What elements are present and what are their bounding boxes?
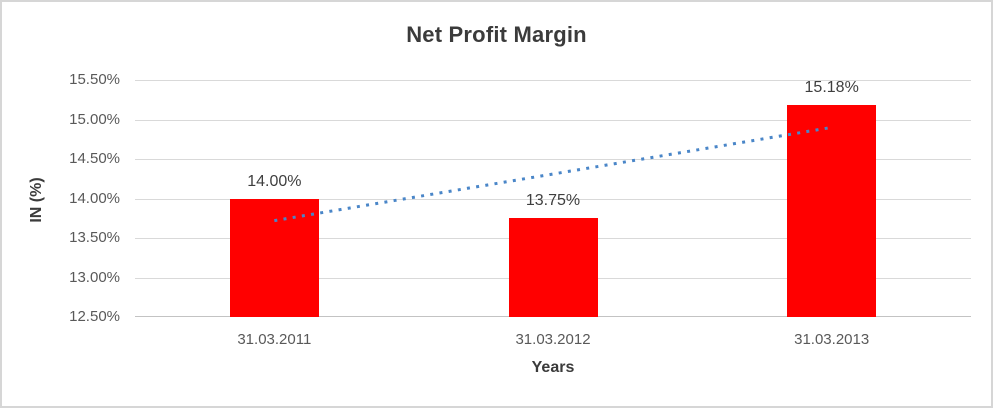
bar[interactable] <box>787 105 877 317</box>
y-tick-label: 14.50% <box>69 150 120 167</box>
y-tick-label: 15.50% <box>69 71 120 88</box>
bar[interactable] <box>229 198 319 317</box>
chart-title: Net Profit Margin <box>406 22 587 47</box>
bar[interactable] <box>508 218 598 317</box>
x-tick-label: 31.03.2011 <box>237 331 312 348</box>
gridline <box>135 158 971 160</box>
data-label: 15.18% <box>804 79 859 97</box>
y-tick-label: 13.00% <box>69 268 120 286</box>
data-label: 14.00% <box>247 172 302 190</box>
gridline <box>135 198 971 200</box>
x-tick-label: 31.03.2012 <box>515 331 591 348</box>
y-tick-label: 15.00% <box>69 110 120 128</box>
gridline <box>135 79 971 81</box>
y-tick-label: 13.50% <box>69 229 120 246</box>
trendline-path[interactable] <box>274 125 832 223</box>
plot-area: 14.00% 13.75% 15.18% <box>135 79 971 317</box>
x-axis-title: Years <box>531 359 575 376</box>
trendline[interactable] <box>135 80 971 317</box>
gridline <box>135 119 971 121</box>
data-label: 13.75% <box>525 192 581 210</box>
y-tick-label: 14.00% <box>69 189 120 207</box>
x-tick-label: 31.03.2013 <box>794 331 870 348</box>
y-tick-label: 12.50% <box>69 308 120 325</box>
